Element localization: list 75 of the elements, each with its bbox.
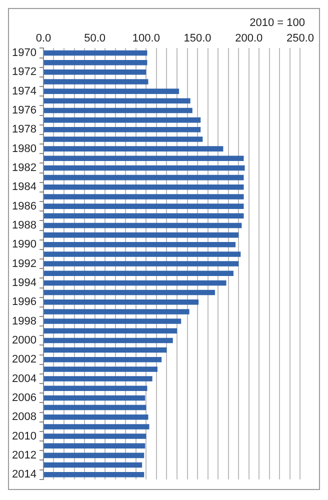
y-tick-label: 1972: [12, 66, 36, 78]
y-tick-label: 2008: [12, 411, 36, 424]
y-tick-label: 2002: [12, 354, 36, 366]
x-tick-label: 250.0: [286, 32, 314, 45]
bar: [44, 213, 244, 219]
bar: [44, 156, 244, 162]
x-tick-label: 100.0: [132, 32, 160, 45]
y-tick-label: 2010: [12, 430, 36, 442]
y-tick-label: 1982: [12, 162, 36, 174]
bar: [44, 347, 167, 353]
bar: [44, 174, 244, 180]
bar: [44, 338, 173, 344]
text: 2010 = 100: [250, 17, 305, 29]
y-tick-label: 1984: [12, 181, 36, 194]
x-tick-label: 150.0: [184, 32, 212, 45]
bar: [44, 434, 146, 439]
y-tick-label: 2012: [12, 449, 36, 462]
bar: [44, 50, 148, 56]
bar: [44, 252, 241, 257]
bar: [44, 414, 148, 420]
bar: [44, 232, 239, 238]
bar: [44, 366, 158, 372]
bar: [44, 165, 245, 171]
y-tick-label: 1976: [12, 104, 36, 117]
y-tick-label: 1994: [12, 276, 36, 289]
bar: [44, 318, 182, 324]
bar: [44, 184, 244, 190]
bar: [44, 127, 201, 132]
x-tick-label: 200.0: [235, 32, 263, 45]
bar: [44, 270, 234, 276]
bar: [44, 146, 224, 152]
bar: [44, 98, 190, 104]
bar: [44, 376, 152, 382]
y-tick-label: 1980: [12, 142, 36, 155]
bar: [44, 299, 199, 305]
bar: [44, 194, 244, 200]
bar: [44, 309, 190, 314]
y-tick-label: 1978: [12, 124, 36, 136]
bar: [44, 386, 148, 392]
bar: [44, 117, 201, 123]
y-tick-label: 1986: [12, 200, 36, 212]
y-tick-label: 1996: [12, 296, 36, 308]
bar: [44, 70, 146, 75]
bar: [44, 404, 146, 410]
bar: [44, 222, 242, 228]
y-tick-label: 1974: [12, 85, 36, 98]
bar: [44, 108, 192, 114]
x-tick-label: 50.0: [84, 32, 106, 45]
y-tick-label: 1992: [12, 258, 36, 270]
y-tick-label: 1970: [12, 47, 36, 60]
bar: [44, 356, 162, 362]
bar: [44, 290, 215, 296]
bar: [44, 328, 177, 334]
bar: [44, 443, 146, 448]
bar: [44, 280, 226, 286]
bar: [44, 462, 142, 468]
y-tick-label: 2000: [12, 334, 36, 346]
bar: [44, 60, 148, 66]
x-tick-label: 0.0: [36, 32, 52, 45]
y-tick-label: 1988: [12, 220, 36, 232]
bar: [44, 242, 236, 248]
bar: [44, 261, 239, 266]
y-tick-label: 1990: [12, 238, 36, 251]
y-tick-label: 2014: [12, 468, 36, 481]
y-tick-label: 2006: [12, 392, 36, 404]
bar: [44, 88, 180, 94]
y-tick-label: 2004: [12, 372, 36, 385]
bar: [44, 204, 244, 209]
bar: [44, 452, 144, 458]
y-tick-label: 1998: [12, 315, 36, 328]
bar: [44, 424, 150, 430]
bar: [44, 395, 146, 401]
bar: [44, 472, 144, 478]
bar: [44, 79, 148, 84]
bar: [44, 136, 203, 142]
